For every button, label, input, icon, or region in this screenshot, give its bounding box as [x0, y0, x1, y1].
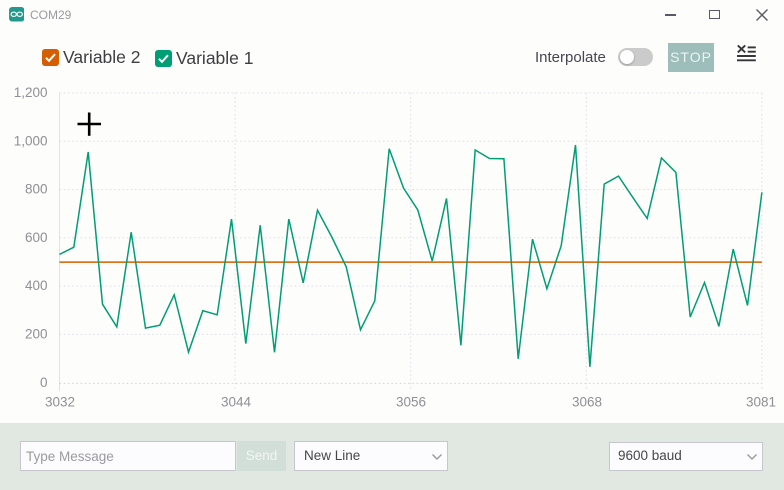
svg-text:3032: 3032 [45, 395, 75, 410]
svg-text:3068: 3068 [572, 395, 602, 410]
svg-text:0: 0 [40, 375, 48, 390]
svg-text:1,000: 1,000 [14, 133, 48, 148]
svg-text:200: 200 [25, 327, 48, 342]
svg-text:800: 800 [25, 182, 48, 197]
svg-text:3081: 3081 [746, 395, 776, 410]
svg-text:400: 400 [25, 278, 48, 293]
svg-text:3056: 3056 [396, 395, 426, 410]
svg-text:600: 600 [25, 230, 48, 245]
svg-text:1,200: 1,200 [14, 85, 48, 100]
svg-text:3044: 3044 [221, 395, 252, 410]
